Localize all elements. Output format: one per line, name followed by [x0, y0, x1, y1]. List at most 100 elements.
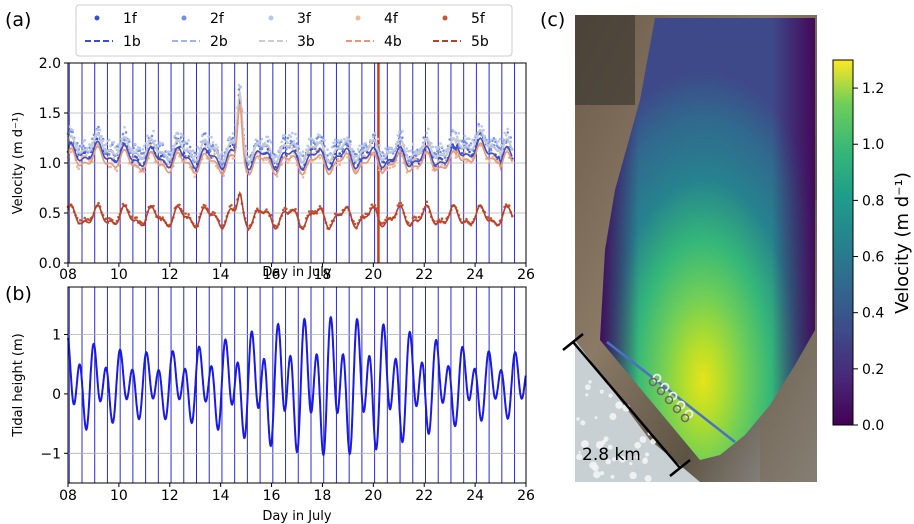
iceberg [593, 470, 601, 479]
data-point [335, 141, 339, 144]
data-point [355, 153, 358, 156]
data-point [291, 131, 294, 135]
xlabel-b: Day in July [262, 509, 331, 524]
ylabel-b: Tidal height (m) [11, 333, 26, 438]
data-point [440, 163, 444, 166]
data-point [178, 203, 181, 207]
data-point [500, 144, 503, 147]
y-tick-label: 0.5 [39, 206, 61, 222]
data-point [471, 138, 474, 142]
data-point [123, 126, 126, 129]
data-point [489, 138, 493, 142]
colorbar-tick-label: 0.4 [862, 306, 884, 322]
data-point [338, 152, 342, 155]
data-point [260, 147, 264, 151]
station-marker [672, 404, 682, 414]
colorbar [832, 59, 854, 426]
data-point [286, 161, 290, 165]
data-point [220, 151, 224, 154]
iceberg [580, 440, 589, 449]
scalebar-line [572, 341, 681, 469]
data-point [208, 149, 212, 153]
x-tick-label: 26 [517, 488, 535, 504]
data-point [228, 136, 232, 140]
data-point [78, 219, 82, 222]
data-point [292, 139, 296, 143]
data-point [333, 138, 337, 141]
colorbar-label: Velocity (m d⁻¹) [892, 172, 913, 314]
data-point [97, 125, 100, 129]
data-point [355, 155, 358, 158]
colorbar-ticks: 0.0 0.2 0.4 0.6 0.8 1.0 1.2 [853, 81, 884, 434]
data-point [294, 132, 297, 136]
x-tick-label: 10 [110, 488, 128, 504]
legend-label: 3f [297, 11, 312, 27]
data-point [239, 86, 242, 89]
data-point [480, 125, 484, 128]
data-point [425, 131, 429, 135]
data-point [77, 146, 80, 150]
data-point [459, 139, 462, 142]
data-point [405, 147, 409, 150]
x-tick-label: 24 [466, 267, 484, 283]
data-point [503, 131, 506, 135]
data-point [449, 136, 453, 139]
data-point [237, 83, 241, 87]
iceberg [629, 461, 633, 466]
data-point [336, 157, 340, 161]
data-point [378, 144, 381, 147]
data-point [358, 144, 361, 148]
data-point [117, 143, 120, 146]
data-point [373, 204, 377, 207]
iceberg [642, 458, 648, 464]
profile-line [606, 341, 736, 443]
x-tick-label: 12 [161, 267, 179, 283]
x-tick-label: 10 [110, 267, 128, 283]
data-point [440, 158, 444, 161]
x-tick-label: 18 [314, 267, 332, 283]
data-point [114, 167, 117, 171]
x-tick-label: 20 [364, 267, 382, 283]
legend-label: 5b [471, 34, 489, 50]
data-point [295, 142, 299, 145]
x-tick-label: 08 [59, 267, 77, 283]
data-point [149, 143, 152, 147]
data-point [326, 148, 329, 151]
iceberg [644, 475, 652, 482]
data-point [465, 217, 468, 221]
data-point [246, 155, 250, 159]
data-point [88, 159, 91, 163]
data-point [437, 218, 441, 221]
data-point [194, 154, 198, 158]
data-point [263, 142, 267, 145]
iceberg [594, 416, 598, 420]
data-point [336, 138, 340, 142]
data-point [332, 141, 335, 144]
data-point [411, 158, 415, 162]
data-point [494, 138, 497, 141]
data-point [452, 130, 456, 133]
data-point [362, 146, 366, 149]
data-point [399, 201, 403, 205]
iceberg [580, 420, 586, 426]
data-point [338, 143, 342, 147]
data-point [210, 135, 213, 139]
data-point [343, 137, 346, 141]
velocity-map: 2.8 km 0.0 0.2 0.4 0.6 0.8 1.0 1.2 Velocity (m… [562, 15, 913, 482]
data-point [184, 140, 187, 144]
data-point [109, 144, 112, 147]
data-point [506, 127, 510, 131]
data-point [465, 142, 468, 145]
data-point [437, 145, 441, 149]
data-point [214, 143, 218, 147]
data-point [269, 140, 273, 144]
data-point [434, 166, 438, 170]
x-tick-label: 22 [415, 488, 433, 504]
data-point [181, 134, 184, 138]
data-point [318, 134, 322, 138]
data-point [497, 146, 500, 149]
data-point [114, 146, 117, 149]
data-point [282, 208, 285, 212]
data-point [124, 131, 128, 134]
data-point [104, 143, 108, 146]
